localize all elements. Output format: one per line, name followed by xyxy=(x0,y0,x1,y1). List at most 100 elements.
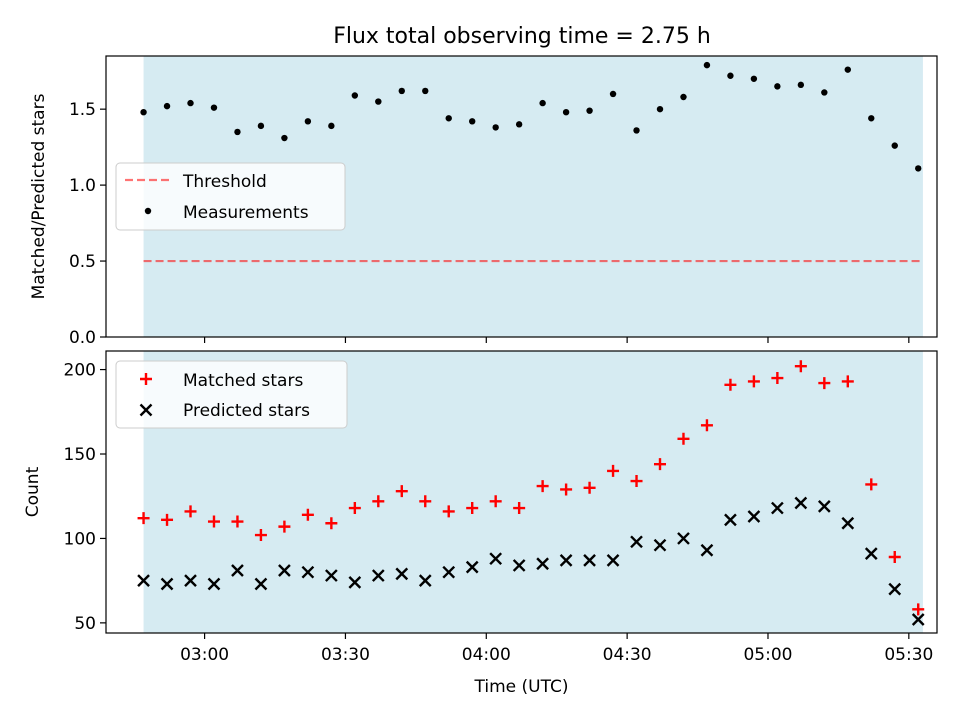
data-point xyxy=(844,66,851,73)
series-matched-stars xyxy=(137,360,925,616)
data-point xyxy=(841,516,855,530)
data-point xyxy=(559,554,573,567)
data-point xyxy=(727,72,734,79)
data-point xyxy=(419,495,432,508)
legend-matched-label: Matched stars xyxy=(183,371,303,391)
data-point xyxy=(583,554,596,567)
data-point xyxy=(395,567,409,581)
data-point xyxy=(137,512,150,525)
data-point xyxy=(747,510,761,523)
data-point xyxy=(418,574,432,588)
data-point xyxy=(653,538,667,552)
legend-measurement-swatch xyxy=(144,207,152,215)
data-point xyxy=(512,559,526,572)
data-point xyxy=(606,554,620,567)
legend: Matched stars Predicted stars xyxy=(115,360,348,429)
data-point xyxy=(821,89,828,96)
data-point xyxy=(489,552,503,566)
y-tick-label: 0.0 xyxy=(69,328,96,348)
x-tick-label: 04:30 xyxy=(603,645,652,665)
data-point xyxy=(184,574,197,588)
data-point xyxy=(375,98,382,105)
data-point xyxy=(207,515,220,528)
data-point xyxy=(210,104,218,111)
data-point xyxy=(794,496,808,510)
data-point xyxy=(700,543,714,557)
legend-matched-swatch xyxy=(140,373,152,385)
data-point xyxy=(515,121,523,128)
data-point xyxy=(301,508,314,521)
data-point xyxy=(325,569,338,582)
data-point xyxy=(231,515,244,528)
data-point xyxy=(398,87,405,95)
data-point xyxy=(254,529,267,542)
legend: Threshold Measurements xyxy=(115,162,346,231)
data-point xyxy=(703,61,711,69)
plot-frame xyxy=(105,350,938,634)
data-point xyxy=(137,574,150,588)
data-point xyxy=(465,560,479,574)
data-point xyxy=(281,134,288,142)
y-axis-label: Matched/Predicted stars xyxy=(29,93,49,299)
data-point xyxy=(677,432,690,445)
data-point xyxy=(633,127,640,134)
data-point xyxy=(187,99,194,107)
data-point xyxy=(888,582,902,596)
data-point xyxy=(630,535,643,549)
data-point xyxy=(257,122,265,130)
data-point xyxy=(536,557,549,571)
y-tick-label: 50 xyxy=(74,614,96,634)
data-point xyxy=(724,513,737,527)
legend-box xyxy=(115,360,348,429)
data-point xyxy=(254,577,268,591)
data-point xyxy=(888,551,901,564)
data-point xyxy=(469,118,476,125)
data-point xyxy=(562,109,570,116)
data-point xyxy=(747,375,760,388)
data-point xyxy=(348,575,362,589)
data-point xyxy=(422,87,429,95)
data-point xyxy=(912,603,925,616)
data-point xyxy=(864,547,878,560)
data-point xyxy=(301,565,315,579)
data-point xyxy=(278,564,291,577)
legend-threshold-label: Threshold xyxy=(182,172,267,192)
data-point xyxy=(371,569,385,582)
data-point xyxy=(513,502,526,515)
y-tick-label: 1.0 xyxy=(69,176,96,196)
data-point xyxy=(891,142,898,149)
data-point xyxy=(442,565,456,579)
x-tick-label: 03:30 xyxy=(321,645,370,665)
data-point xyxy=(372,495,385,508)
data-point xyxy=(750,75,758,82)
legend-box xyxy=(115,162,346,231)
data-point xyxy=(442,505,455,518)
data-point xyxy=(466,502,479,515)
bottom-panel: 50 100 150 200 03:00 03:30 04:00 04:30 05:00 05:3… xyxy=(23,350,938,665)
data-point xyxy=(677,532,690,545)
x-axis-label: Time (UTC) xyxy=(474,677,569,697)
legend-measurement-label: Measurements xyxy=(183,203,309,223)
data-point xyxy=(771,501,784,515)
data-point xyxy=(911,613,925,626)
data-point xyxy=(163,102,171,110)
x-tick-label: 03:00 xyxy=(180,645,229,665)
data-point xyxy=(161,513,174,526)
data-point xyxy=(560,483,573,496)
data-point xyxy=(328,122,335,130)
legend-predicted-label: Predicted stars xyxy=(183,401,310,421)
data-point xyxy=(586,107,593,114)
data-point xyxy=(536,480,549,493)
data-point xyxy=(607,464,620,477)
data-point xyxy=(278,520,291,533)
y-tick-label: 200 xyxy=(64,361,96,381)
data-point xyxy=(774,83,781,90)
data-point xyxy=(680,93,687,101)
data-point xyxy=(445,115,452,122)
data-point xyxy=(583,481,596,494)
data-point xyxy=(140,109,147,116)
chart-title: Flux total observing time = 2.75 h xyxy=(333,24,711,49)
data-point xyxy=(797,81,805,89)
data-point xyxy=(724,378,737,391)
